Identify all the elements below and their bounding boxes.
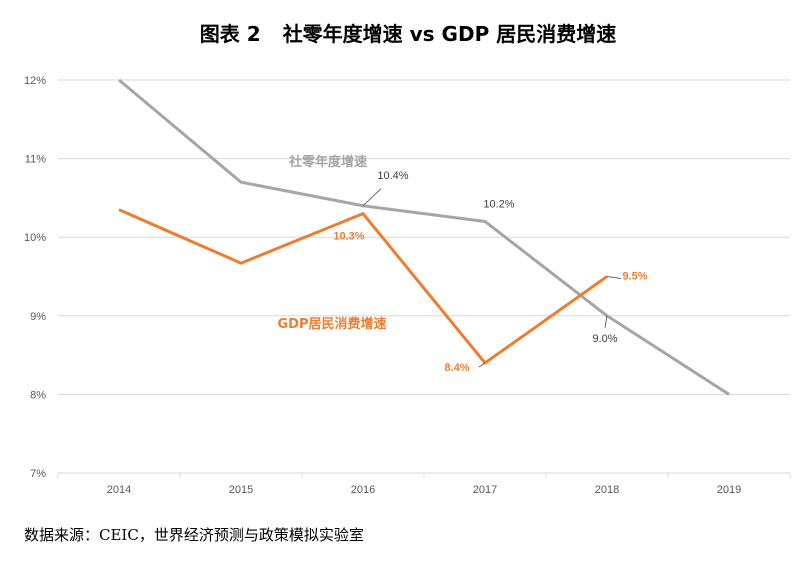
data-label: 9.5%	[622, 271, 647, 283]
title-text: 社零年度增速 vs GDP 居民消费增速	[282, 22, 617, 46]
leader-line	[604, 315, 608, 328]
source-note: 数据来源：CEIC，世界经济预测与政策模拟实验室	[24, 526, 364, 544]
x-tick-label: 2017	[473, 484, 497, 496]
chart-title: 图表 2 社零年度增速 vs GDP 居民消费增速	[0, 18, 810, 47]
y-tick-label: 11%	[25, 154, 46, 166]
leader-line	[362, 188, 382, 207]
x-tick-label: 2016	[351, 484, 375, 496]
title-prefix: 图表 2	[199, 22, 261, 46]
series-name-label: 社零年度增速	[288, 154, 367, 170]
series-name-label: GDP居民消费增速	[278, 316, 387, 332]
leader-line	[606, 276, 622, 279]
data-label: 10.3%	[333, 231, 364, 243]
leader-line	[478, 362, 486, 368]
data-label: 9.0%	[592, 333, 617, 345]
y-tick-label: 10%	[24, 232, 46, 244]
series-line-2	[118, 208, 608, 365]
x-tick-label: 2014	[107, 484, 131, 496]
y-tick-label: 8%	[30, 389, 46, 401]
y-tick-label: 12%	[24, 75, 46, 87]
data-label: 10.2%	[483, 198, 514, 210]
x-tick-label: 2018	[595, 484, 619, 496]
x-tick-label: 2019	[717, 484, 741, 496]
line-chart: 7% 8% 9% 10% 11% 12% 2014 2015 2016 2017 2018 2019 1…	[24, 75, 791, 496]
data-label: 8.4%	[444, 362, 469, 374]
data-label: 10.4%	[377, 170, 408, 182]
y-tick-label: 7%	[30, 468, 46, 480]
x-tick-label: 2015	[229, 484, 253, 496]
series-line-1	[118, 78, 730, 396]
y-tick-label: 9%	[30, 311, 46, 323]
